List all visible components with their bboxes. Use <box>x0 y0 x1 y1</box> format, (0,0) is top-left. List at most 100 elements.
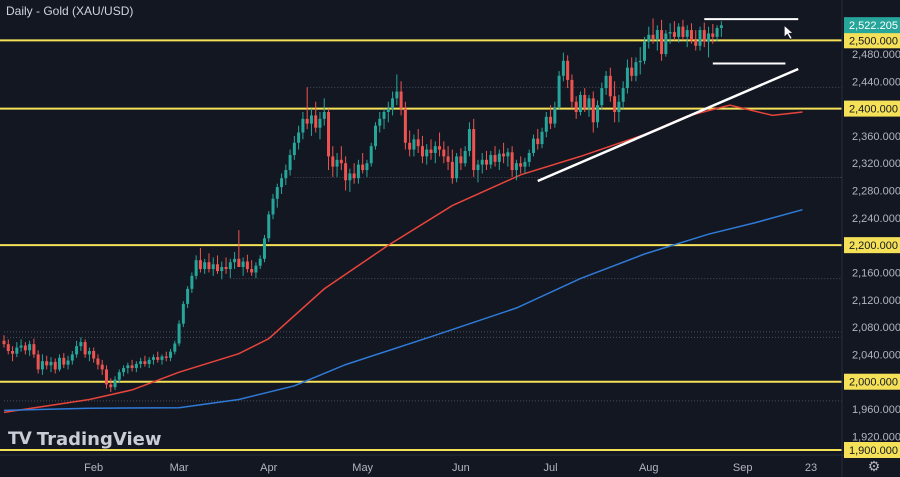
candle <box>309 108 313 136</box>
candle-body <box>570 79 574 102</box>
candle <box>694 30 698 51</box>
candle-body <box>634 62 638 76</box>
candle <box>134 361 138 373</box>
candle-body <box>630 67 634 76</box>
candle-body <box>677 26 681 37</box>
candle <box>11 346 15 362</box>
x-tick-label: Jun <box>452 462 470 474</box>
candle-body <box>356 164 360 179</box>
y-tick-label: 1,960.000 <box>852 404 900 416</box>
candle-body <box>647 34 651 42</box>
candle <box>327 108 331 171</box>
candle-body <box>455 156 459 179</box>
candle-body <box>664 33 668 54</box>
candle <box>237 230 241 268</box>
candle <box>224 257 228 274</box>
candle-body <box>510 152 514 171</box>
candle <box>630 57 634 82</box>
candle <box>557 71 561 110</box>
candle <box>416 129 420 153</box>
candle-body <box>151 357 155 360</box>
x-tick-label: May <box>352 462 373 474</box>
candle-body <box>147 359 151 364</box>
candle <box>267 211 271 242</box>
candle-body <box>446 156 450 162</box>
candle-body <box>660 30 664 54</box>
candle <box>241 257 245 276</box>
level-tag-label: 2,500.000 <box>849 35 898 47</box>
candle <box>668 23 672 44</box>
candle-body <box>476 164 480 171</box>
candle-body <box>715 28 719 37</box>
candle <box>625 59 629 94</box>
candle-body <box>92 350 96 359</box>
candle <box>660 19 664 61</box>
candle-body <box>32 344 36 355</box>
candle <box>173 340 177 355</box>
candle-body <box>463 150 467 164</box>
candle <box>250 260 254 276</box>
level-tag-box <box>844 373 900 390</box>
y-tick-label: 2,160.000 <box>852 267 900 279</box>
candle <box>228 258 232 278</box>
candle-body <box>574 101 578 113</box>
candle-body <box>531 138 535 153</box>
candle-body <box>707 33 711 42</box>
candle <box>66 355 70 370</box>
candle-body <box>220 267 224 272</box>
candle-body <box>66 360 70 365</box>
candle-body <box>11 350 15 354</box>
y-tick-label: 2,360.000 <box>852 131 900 143</box>
candle-body <box>109 384 113 388</box>
candle <box>459 148 463 171</box>
candle <box>164 351 168 362</box>
candle-body <box>2 340 6 345</box>
candle <box>220 261 224 280</box>
cursor-arrow-icon <box>783 24 795 40</box>
candle <box>429 139 433 160</box>
candle <box>549 105 553 130</box>
candle-body <box>698 30 702 46</box>
candle <box>117 369 121 384</box>
candle-body <box>391 98 395 109</box>
candle <box>318 112 322 140</box>
candle <box>519 156 523 174</box>
candle-body <box>514 163 518 171</box>
level-price-tag: 2,200.000 <box>844 237 900 254</box>
candle-body <box>216 264 219 272</box>
candle <box>596 100 600 128</box>
candle <box>2 335 6 348</box>
candle-body <box>194 260 198 276</box>
candle <box>514 159 518 181</box>
candle <box>600 82 604 110</box>
candle <box>245 254 249 273</box>
tradingview-logo: TV <box>8 429 32 449</box>
candle-body <box>139 361 143 364</box>
candle <box>70 350 74 365</box>
candle-body <box>224 267 228 270</box>
candle-body <box>40 361 44 370</box>
candle-body <box>280 178 284 188</box>
candle-body <box>130 365 134 369</box>
candle <box>87 347 91 362</box>
ascending-trendline <box>537 67 799 183</box>
candle-body <box>19 345 23 348</box>
candle <box>386 101 390 123</box>
candle <box>523 157 527 174</box>
candle-body <box>58 357 62 370</box>
candle-body <box>87 350 91 355</box>
candle-body <box>335 159 339 167</box>
settings-icon[interactable]: ⚙ <box>867 458 881 474</box>
candle-body <box>233 258 237 263</box>
candle <box>489 150 493 169</box>
level-tag-box <box>844 442 900 458</box>
candle <box>613 81 617 123</box>
candle-body <box>53 361 57 370</box>
candle-body <box>702 30 706 42</box>
candle-body <box>309 115 313 124</box>
candle-body <box>49 361 53 366</box>
candle <box>463 146 467 167</box>
x-tick-label: 23 <box>805 462 817 474</box>
candle-body <box>668 32 672 34</box>
